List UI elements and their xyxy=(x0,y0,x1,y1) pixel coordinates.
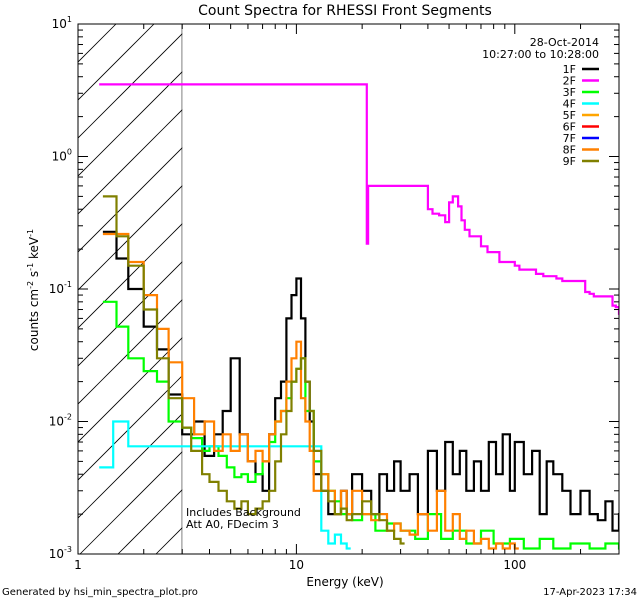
x-axis-label: Energy (keV) xyxy=(306,575,383,589)
time-range-label: 10:27:00 to 10:28:00 xyxy=(482,48,599,61)
legend-label-3F: 3F xyxy=(563,86,576,99)
y-axis-label-mid: s xyxy=(27,271,41,281)
legend-label-4F: 4F xyxy=(563,98,576,111)
legend-label-2F: 2F xyxy=(563,75,576,88)
chart-title: Count Spectra for RHESSI Front Segments xyxy=(198,3,492,19)
hatch-line xyxy=(78,375,183,481)
legend-label-9F: 9F xyxy=(563,155,576,168)
y-tick-label: 10-2 xyxy=(49,413,72,429)
series-line-2F xyxy=(99,83,619,315)
y-axis-label-sup2: -1 xyxy=(26,263,35,271)
series-line-9F xyxy=(102,195,405,545)
y-tick-label: 101 xyxy=(52,15,72,31)
y-axis-label-main: counts cm xyxy=(27,289,41,351)
hatch-line xyxy=(78,33,183,139)
hatch-line xyxy=(78,261,183,367)
y-axis: 10-3 10-2 10-1 100 101 xyxy=(49,15,619,561)
y-axis-label-end: keV xyxy=(27,236,41,263)
y-axis-label: counts cm-2 s-1 keV-1 xyxy=(26,229,41,351)
series-line-8F xyxy=(102,232,519,550)
legend-label-6F: 6F xyxy=(563,121,576,134)
y-tick-label: 10-3 xyxy=(49,545,72,561)
y-tick-label: 100 xyxy=(52,148,72,164)
legend-label-8F: 8F xyxy=(563,144,576,157)
y-axis-label-sup1: -2 xyxy=(26,281,35,289)
hatch-line xyxy=(79,451,183,554)
series-layer xyxy=(99,83,619,550)
footer-generator: Generated by hsi_min_spectra_plot.pro xyxy=(2,587,198,598)
x-tick-label: 100 xyxy=(503,558,526,572)
date-label: 28-Oct-2014 xyxy=(530,36,599,49)
x-axis: 1 10 100 xyxy=(74,24,620,572)
footer-timestamp: 17-Apr-2023 17:34 xyxy=(543,587,637,598)
x-tick-label: 1 xyxy=(74,558,82,572)
legend-label-5F: 5F xyxy=(563,109,576,122)
annotation-background: Includes Background xyxy=(186,506,301,519)
hatch-line xyxy=(78,109,183,215)
legend-label-7F: 7F xyxy=(563,132,576,145)
hatch-line xyxy=(78,413,183,519)
annotation-attenuator: Att A0, FDecim 3 xyxy=(186,518,279,531)
y-tick-label: 10-1 xyxy=(49,280,72,296)
hatch-line xyxy=(78,299,183,405)
legend-label-1F: 1F xyxy=(563,63,576,76)
hatch-line xyxy=(78,71,183,177)
y-axis-label-sup3: -1 xyxy=(26,229,35,237)
series-line-4F xyxy=(99,420,351,550)
x-tick-label: 10 xyxy=(289,558,304,572)
hatch-line xyxy=(78,223,183,329)
